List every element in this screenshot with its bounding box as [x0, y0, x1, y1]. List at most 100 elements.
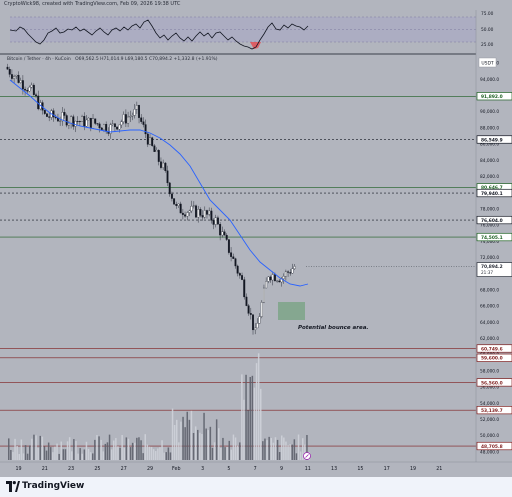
time-tick-5: 29: [147, 466, 153, 472]
volume-bar-54: [121, 435, 123, 460]
candle-body-39: [92, 118, 94, 129]
candle-body-122: [273, 274, 276, 282]
candle-body-131: [293, 266, 296, 269]
volume-bar-136: [293, 439, 296, 460]
volume-bar-96: [209, 426, 212, 460]
candle-body-109: [245, 296, 248, 306]
volume-bar-73: [161, 440, 163, 460]
replay-icon-glyph: [305, 454, 309, 458]
volume-bar-99: [215, 419, 218, 460]
volume-bar-91: [199, 432, 201, 460]
price-tick-10: 76,000.0: [480, 223, 499, 229]
volume-bar-132: [285, 441, 287, 460]
candle-body-28: [67, 122, 70, 126]
chart-canvas[interactable]: 96,000.094,000.092,000.090,000.088,000.0…: [0, 0, 512, 477]
candle-body-113: [254, 327, 257, 331]
candle-body-94: [212, 220, 215, 225]
volume-bar-89: [194, 426, 197, 460]
price-axis[interactable]: [476, 55, 512, 462]
candle-body-7: [21, 80, 24, 90]
time-axis-ticks[interactable]: 19 21 23 25 27 29 Feb 3 5 7 9 11 13 15 17 19 21: [15, 466, 442, 472]
candle-body-121: [271, 274, 274, 281]
candle-body-103: [232, 256, 235, 259]
candle-body-22: [54, 116, 57, 119]
candle-body-99: [223, 231, 226, 236]
volume-bar-37: [85, 441, 88, 460]
volume-bar-15: [39, 435, 41, 460]
candle-body-64: [146, 133, 149, 145]
candle-body-93: [210, 210, 213, 221]
symbol-title[interactable]: Bitcoin / Tether · 4h · KuCoin: [7, 57, 71, 62]
candle-body-90: [203, 210, 206, 218]
brand-label[interactable]: TradingView: [22, 481, 85, 491]
volume-bar-36: [83, 449, 86, 460]
volume-bar-119: [257, 353, 260, 460]
volume-bar-44: [100, 439, 102, 460]
candle-body-95: [214, 217, 217, 225]
time-tick-6: Feb: [172, 466, 181, 472]
candle-body-61: [140, 117, 143, 122]
volume-bar-109: [236, 445, 239, 460]
volume-bar-48: [108, 434, 111, 460]
volume-bar-105: [228, 440, 230, 460]
volume-bar-23: [56, 443, 58, 460]
volume-bar-39: [89, 452, 92, 460]
price-tick-22: 52,000.0: [480, 417, 499, 423]
level-tag-label-9: 56,560.0: [481, 380, 503, 386]
candle-body-96: [216, 217, 219, 225]
volume-bar-17: [43, 446, 46, 460]
level-tag-label-3: 79,940.1: [481, 191, 503, 197]
tradingview-logo-icon[interactable]: [6, 481, 20, 492]
volume-bar-14: [37, 447, 39, 460]
candle-body-1: [8, 69, 11, 75]
volume-bar-40: [92, 453, 94, 460]
candle-body-65: [149, 137, 151, 145]
volume-bar-118: [255, 363, 258, 460]
candle-countdown: 21:37: [481, 270, 493, 275]
candle-body-48: [111, 123, 114, 125]
level-tag-1: [476, 135, 512, 144]
candle-body-67: [153, 145, 156, 152]
bounce-zone-box[interactable]: [278, 302, 305, 320]
candle-body-77: [175, 204, 178, 206]
volume-bar-12: [33, 434, 35, 460]
candle-body-104: [234, 258, 237, 267]
volume-bar-141: [304, 444, 306, 460]
volume-bar-113: [245, 374, 247, 460]
candle-body-17: [43, 110, 46, 114]
candle-body-26: [63, 112, 66, 116]
volume-bar-137: [295, 453, 298, 460]
bounce-annotation[interactable]: Potential bounce area.: [298, 325, 369, 331]
volume-bar-72: [159, 447, 161, 460]
time-tick-8: 5: [227, 466, 230, 472]
candle-body-92: [208, 210, 211, 215]
level-tag-label-11: 48,705.8: [481, 444, 503, 450]
volume-bar-10: [29, 445, 31, 460]
candle-body-114: [256, 323, 259, 329]
candle-body-108: [243, 279, 246, 298]
candle-body-18: [46, 113, 48, 117]
level-tag-label-8: 59,600.0: [481, 356, 503, 362]
attribution-text: CryptoWick98, created with TradingView.c…: [4, 1, 181, 7]
price-tick-12: 72,000.0: [480, 255, 499, 261]
moving-average-line: [9, 79, 309, 287]
price-tick-4: 88,000.0: [480, 125, 499, 131]
time-tick-1: 21: [42, 466, 48, 472]
candle-body-72: [164, 162, 167, 171]
volume-bar-75: [165, 452, 167, 460]
candle-body-24: [59, 120, 62, 122]
candle-body-49: [113, 123, 116, 128]
level-tag-label-0: 91,892.0: [481, 94, 503, 100]
footer-bar: TradingView: [0, 477, 512, 497]
price-tick-9: 78,000.0: [480, 206, 499, 212]
candlesticks: [6, 63, 296, 335]
volume-bar-2: [12, 451, 14, 460]
currency-badge[interactable]: [478, 57, 497, 68]
candle-body-74: [168, 182, 171, 195]
level-tag-0: [476, 92, 512, 101]
time-tick-12: 13: [331, 466, 337, 472]
candle-body-36: [85, 119, 88, 127]
candle-body-80: [181, 212, 184, 215]
candle-body-130: [291, 268, 294, 274]
